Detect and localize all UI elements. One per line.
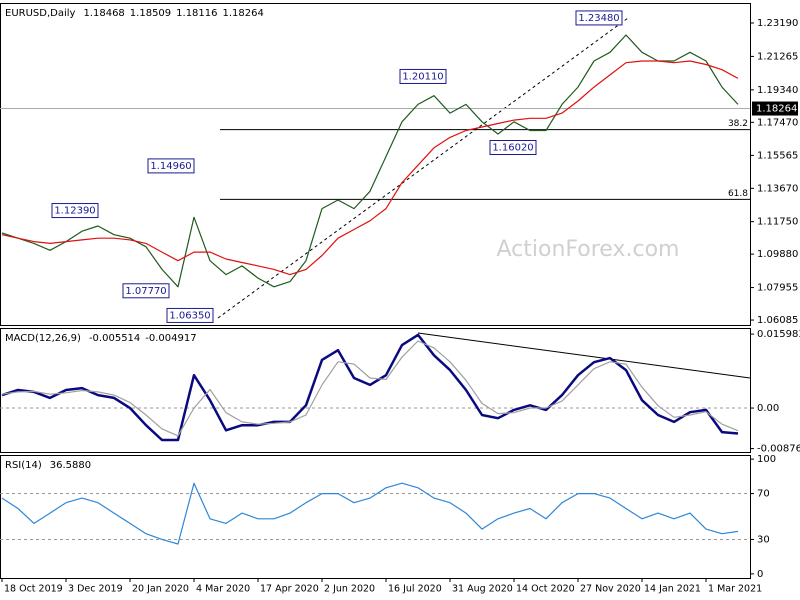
price-annotation xyxy=(122,283,170,299)
panel-readout: 1.18264 xyxy=(223,8,264,19)
last-price-box xyxy=(752,101,798,116)
y-tick-label: 1.13670 xyxy=(757,183,798,194)
x-tick-label: 17 Apr 2020 xyxy=(260,584,319,595)
x-tick-label: 16 Jul 2020 xyxy=(388,584,442,595)
x-tick-label: 27 Nov 2020 xyxy=(580,584,641,595)
panel-border xyxy=(0,3,751,326)
x-tick-label: 14 Oct 2020 xyxy=(516,584,575,595)
price-annotation-label: 1.12390 xyxy=(54,206,95,217)
y-tick-label: 70 xyxy=(757,489,770,500)
x-tick-label: 18 Oct 2019 xyxy=(4,584,63,595)
x-tick-label: 3 Dec 2019 xyxy=(68,584,123,595)
price-annotation xyxy=(489,140,537,156)
panel-readout: -0.005514 xyxy=(89,333,140,344)
y-tick-label: 30 xyxy=(757,534,770,545)
price-annotation xyxy=(399,68,447,84)
y-tick-label: 0.015983 xyxy=(757,329,800,340)
price-annotation xyxy=(166,307,214,323)
panel-title: RSI(14) xyxy=(5,460,42,471)
panel-readout: 36.5880 xyxy=(50,460,91,471)
y-tick-label: 1.06085 xyxy=(757,315,798,326)
y-tick-label: 0.00 xyxy=(757,403,779,414)
x-tick-label: 20 Jan 2020 xyxy=(132,584,189,595)
panel-readout: 1.18468 xyxy=(83,8,124,19)
price-annotation-label: 1.14960 xyxy=(150,161,191,172)
price-annotation xyxy=(147,158,195,174)
panel-readout: 1.18509 xyxy=(130,8,171,19)
panel-border xyxy=(0,455,751,579)
price-annotation-label: 1.06350 xyxy=(169,310,210,321)
price-annotation-label: 1.23480 xyxy=(578,13,619,24)
y-tick-label: 1.07955 xyxy=(757,283,798,294)
panel-readout: 1.18116 xyxy=(176,8,217,19)
panel-title: MACD(12,26,9) xyxy=(5,333,81,344)
series-line xyxy=(1,482,739,545)
price-annotation xyxy=(51,203,99,219)
series-line xyxy=(1,34,739,288)
y-tick-label: 0 xyxy=(757,569,763,580)
y-tick-label: 1.19340 xyxy=(757,85,798,96)
y-tick-label: -0.008762 xyxy=(757,444,800,455)
x-tick-label: 14 Jan 2021 xyxy=(644,584,701,595)
fib-label: 38.2 xyxy=(728,119,748,129)
series-line xyxy=(1,340,739,437)
last-price-label: 1.18264 xyxy=(756,104,797,115)
panel-readout: -0.004917 xyxy=(145,333,196,344)
x-tick-label: 2 Jun 2020 xyxy=(324,584,375,595)
y-tick-label: 100 xyxy=(757,454,776,465)
price-annotation-label: 1.16020 xyxy=(492,143,533,154)
x-tick-label: 31 Aug 2020 xyxy=(452,584,513,595)
x-tick-label: 1 Mar 2021 xyxy=(708,584,762,595)
y-tick-label: 1.23190 xyxy=(757,18,798,29)
price-annotation-label: 1.20110 xyxy=(402,71,443,82)
y-tick-label: 1.17470 xyxy=(757,117,798,128)
y-tick-label: 1.09880 xyxy=(757,249,798,260)
macd-trend-line xyxy=(417,332,751,379)
panel-title: EURUSD,Daily xyxy=(5,8,76,19)
series-line xyxy=(1,60,739,276)
x-tick-label: 4 Mar 2020 xyxy=(196,584,250,595)
panel-border xyxy=(0,328,751,453)
watermark: ActionForex.com xyxy=(497,237,680,262)
y-tick-label: 1.11750 xyxy=(757,217,798,228)
price-annotation xyxy=(575,10,623,26)
price-annotation-label: 1.07770 xyxy=(125,286,166,297)
fib-label: 61.8 xyxy=(728,189,748,199)
trend-line xyxy=(217,17,629,319)
y-tick-label: 1.21265 xyxy=(757,51,798,62)
y-tick-label: 1.15565 xyxy=(757,150,798,161)
